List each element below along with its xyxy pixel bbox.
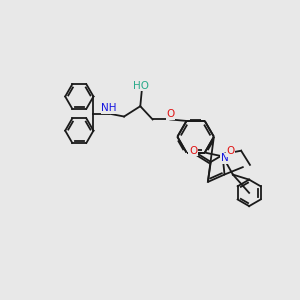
Text: O: O (226, 146, 234, 156)
Text: O: O (189, 146, 197, 156)
Text: NH: NH (101, 103, 116, 113)
Text: N: N (221, 153, 229, 164)
Text: HO: HO (133, 81, 148, 91)
Text: O: O (166, 109, 174, 119)
